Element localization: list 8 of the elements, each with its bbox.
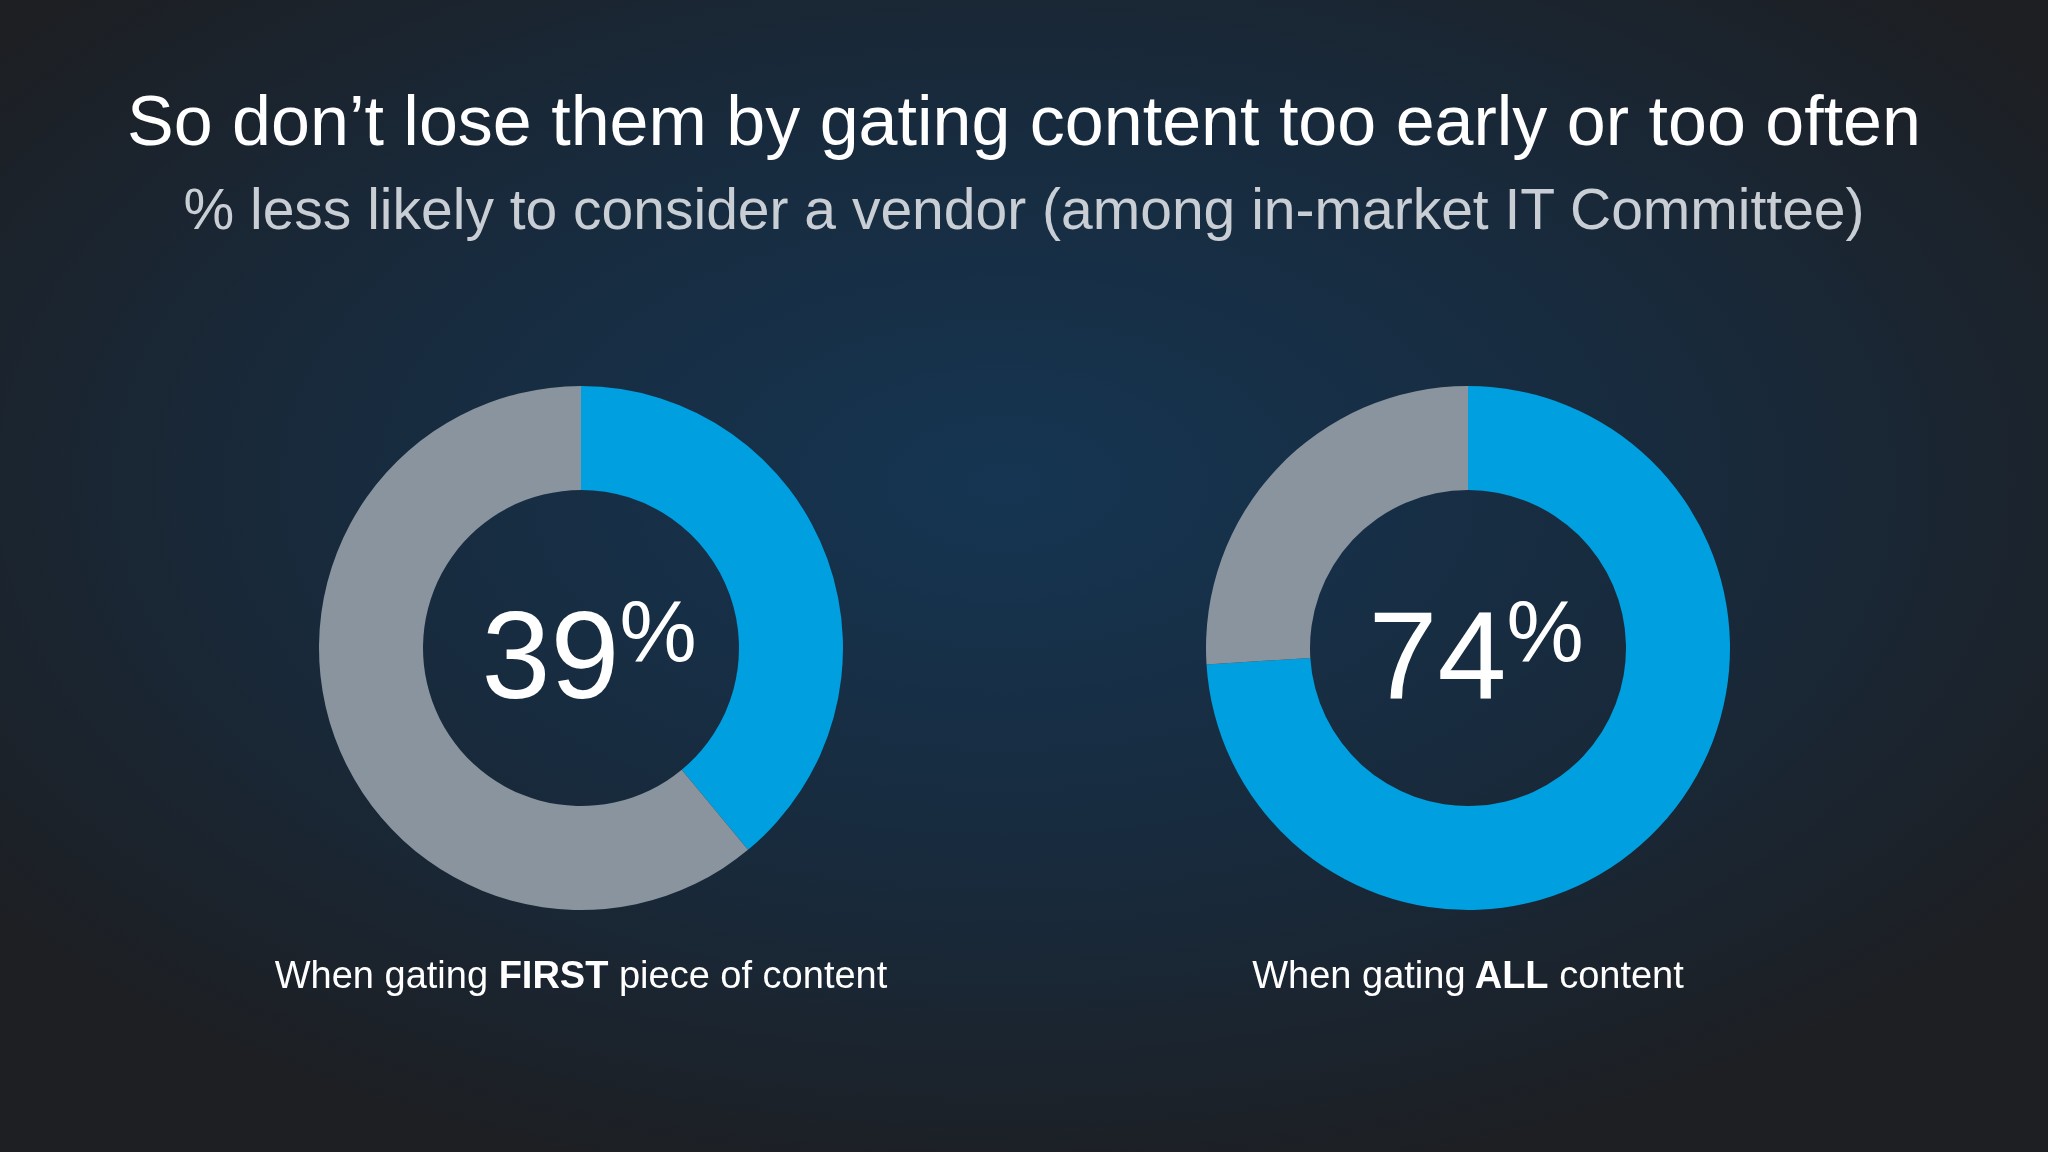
text: 74$^{%}$ — [1368, 581, 1584, 724]
text: When gating FIRST piece of content — [274, 954, 888, 996]
text: When gating ALL content — [1252, 954, 1685, 996]
donut-slice — [319, 386, 749, 910]
text: 39$^{%}$ — [481, 581, 697, 724]
text: So don’t lose them by gating content too early or too often — [127, 82, 1921, 160]
donut-slice — [1206, 386, 1730, 910]
text: % less likely to consider a vendor (among in-market IT Committee) — [183, 177, 1865, 241]
